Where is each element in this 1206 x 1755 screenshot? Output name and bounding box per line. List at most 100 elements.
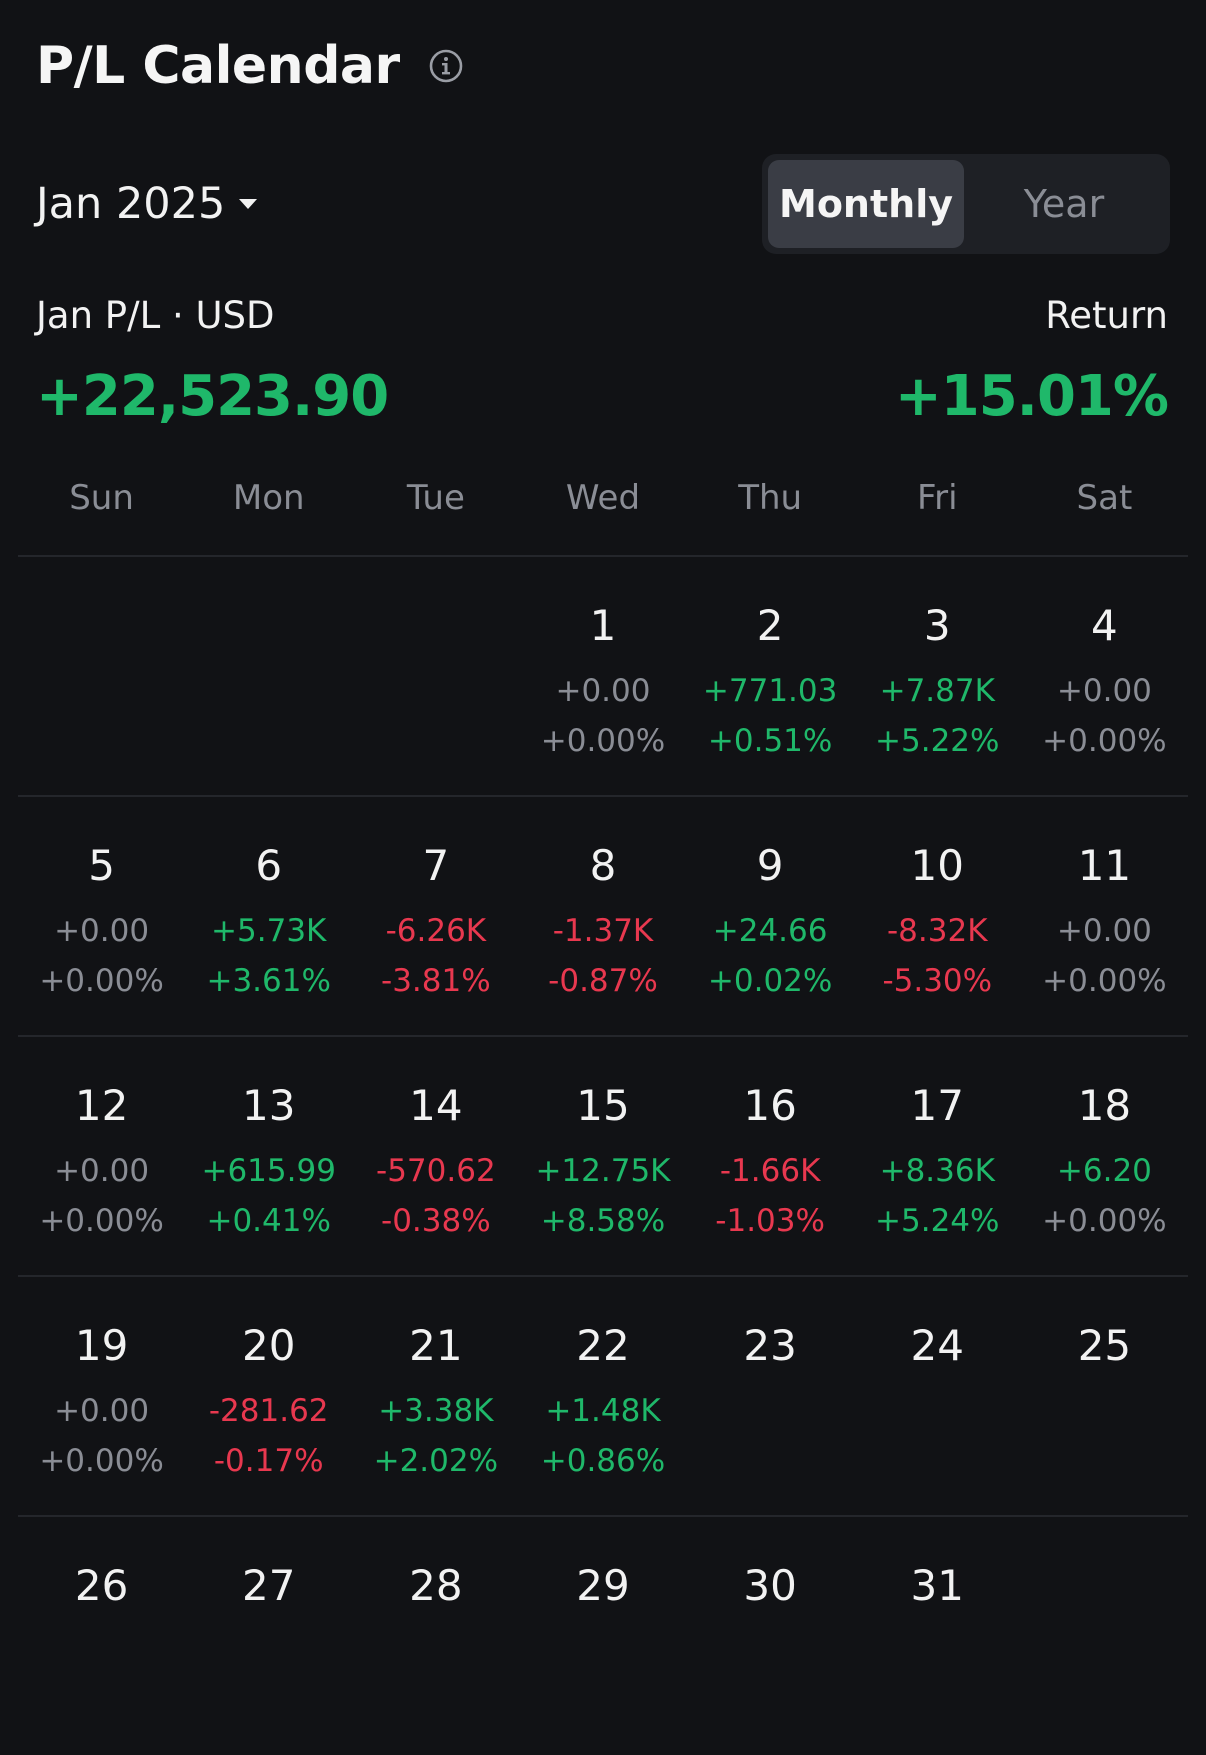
info-circle-icon[interactable]: [428, 48, 464, 84]
calendar-day-cell[interactable]: 9 +24.66 +0.02%: [687, 797, 854, 1035]
calendar-day-cell[interactable]: 24: [854, 1277, 1021, 1515]
calendar-day-cell[interactable]: 30: [687, 1517, 854, 1755]
day-pct-value: +5.24%: [875, 1203, 1000, 1239]
calendar-day-cell[interactable]: 12 +0.00 +0.00%: [18, 1037, 185, 1275]
calendar-day-cell[interactable]: 3 +7.87K +5.22%: [854, 557, 1021, 795]
calendar-day-cell[interactable]: 10 -8.32K -5.30%: [854, 797, 1021, 1035]
day-number: 14: [409, 1081, 463, 1130]
day-pct-value: +0.00%: [1042, 963, 1167, 999]
calendar-day-cell[interactable]: 15 +12.75K +8.58%: [519, 1037, 686, 1275]
header: P/L Calendar: [36, 28, 464, 104]
day-pct-value: +0.02%: [707, 963, 833, 999]
day-pl-value: +615.99: [201, 1153, 336, 1189]
day-number: 6: [255, 841, 283, 890]
day-pct-value: -3.81%: [381, 963, 491, 999]
calendar-day-cell[interactable]: 22 +1.48K +0.86%: [519, 1277, 686, 1515]
return-label: Return: [1045, 294, 1168, 337]
day-pct-value: +0.51%: [707, 723, 833, 759]
view-toggle: Monthly Year: [762, 154, 1170, 254]
calendar-day-cell[interactable]: 1 +0.00 +0.00%: [519, 557, 686, 795]
day-number: 27: [241, 1561, 296, 1610]
calendar-week-row: 26 27 28 29 30 31: [18, 1515, 1188, 1755]
calendar-day-cell[interactable]: 29: [519, 1517, 686, 1755]
day-number: 24: [910, 1321, 964, 1370]
day-pl-value: +5.73K: [211, 913, 327, 949]
caret-down-icon: [239, 199, 258, 209]
calendar-day-cell[interactable]: 21 +3.38K +2.02%: [352, 1277, 519, 1515]
day-number: 13: [241, 1081, 296, 1130]
day-number: 31: [910, 1561, 964, 1610]
day-pct-value: +2.02%: [373, 1443, 499, 1479]
day-pct-value: -0.17%: [213, 1443, 324, 1479]
calendar-day-cell[interactable]: 5 +0.00 +0.00%: [18, 797, 185, 1035]
day-number: 21: [409, 1321, 463, 1370]
day-pct-value: +0.00%: [39, 1203, 164, 1239]
empty-day-cell: [18, 557, 185, 795]
calendar-day-cell[interactable]: 2 +771.03 +0.51%: [687, 557, 854, 795]
day-pl-value: +0.00: [555, 673, 651, 709]
calendar-day-cell[interactable]: 14 -570.62 -0.38%: [352, 1037, 519, 1275]
calendar-grid: 1 +0.00 +0.00% 2 +771.03 +0.51% 3 +7.87K +5.22% 4…: [18, 555, 1188, 1755]
calendar-day-cell[interactable]: 23: [687, 1277, 854, 1515]
calendar-day-cell[interactable]: 31: [854, 1517, 1021, 1755]
month-selector[interactable]: Jan 2025: [36, 170, 258, 238]
monthly-pl-label: Jan P/L · USD: [36, 294, 275, 337]
calendar-day-cell[interactable]: 26: [18, 1517, 185, 1755]
day-number: 9: [756, 841, 784, 890]
weekday-tue: Tue: [406, 478, 465, 518]
empty-day-cell: [1021, 1517, 1188, 1755]
day-pct-value: +5.22%: [875, 723, 1000, 759]
calendar-day-cell[interactable]: 11 +0.00 +0.00%: [1021, 797, 1188, 1035]
calendar-day-cell[interactable]: 6 +5.73K +3.61%: [185, 797, 352, 1035]
day-number: 17: [910, 1081, 964, 1130]
calendar-day-cell[interactable]: 20 -281.62 -0.17%: [185, 1277, 352, 1515]
day-pl-value: +0.00: [54, 913, 150, 949]
calendar-day-cell[interactable]: 27: [185, 1517, 352, 1755]
month-label: Jan 2025: [36, 179, 226, 229]
empty-day-cell: [352, 557, 519, 795]
toggle-year-button[interactable]: Year: [1023, 182, 1105, 226]
day-pl-value: +1.48K: [545, 1393, 661, 1429]
calendar-day-cell[interactable]: 7 -6.26K -3.81%: [352, 797, 519, 1035]
calendar-week-row: 5 +0.00 +0.00% 6 +5.73K +3.61% 7 -6.26K -3.81% 8 -…: [18, 795, 1188, 1035]
calendar-day-cell[interactable]: 13 +615.99 +0.41%: [185, 1037, 352, 1275]
day-pl-value: -1.37K: [552, 913, 654, 949]
day-number: 10: [910, 841, 964, 890]
day-pct-value: +0.00%: [39, 1443, 164, 1479]
day-number: 1: [589, 601, 617, 650]
day-pl-value: +8.36K: [879, 1153, 995, 1189]
calendar-day-cell[interactable]: 18 +6.20 +0.00%: [1021, 1037, 1188, 1275]
calendar-day-cell[interactable]: 19 +0.00 +0.00%: [18, 1277, 185, 1515]
calendar-day-cell[interactable]: 17 +8.36K +5.24%: [854, 1037, 1021, 1275]
day-pct-value: -5.30%: [882, 963, 993, 999]
day-number: 3: [923, 601, 951, 650]
day-pl-value: -6.26K: [385, 913, 487, 949]
day-number: 28: [409, 1561, 463, 1610]
day-pl-value: +0.00: [54, 1153, 150, 1189]
day-pct-value: +3.61%: [206, 963, 331, 999]
day-pl-value: -570.62: [376, 1153, 496, 1189]
day-pl-value: +7.87K: [879, 673, 995, 709]
day-number: 5: [88, 841, 115, 890]
calendar-day-cell[interactable]: 4 +0.00 +0.00%: [1021, 557, 1188, 795]
day-number: 26: [74, 1561, 129, 1610]
day-number: 23: [743, 1321, 797, 1370]
calendar-day-cell[interactable]: 28: [352, 1517, 519, 1755]
toggle-monthly-button[interactable]: Monthly: [768, 160, 964, 248]
day-pl-value: +0.00: [54, 1393, 150, 1429]
day-pct-value: -0.38%: [381, 1203, 491, 1239]
day-number: 30: [743, 1561, 797, 1610]
day-number: 16: [743, 1081, 797, 1130]
weekday-sat: Sat: [1076, 478, 1133, 518]
calendar-day-cell[interactable]: 16 -1.66K -1.03%: [687, 1037, 854, 1275]
day-number: 25: [1077, 1321, 1132, 1370]
calendar-day-cell[interactable]: 25: [1021, 1277, 1188, 1515]
day-pl-value: +771.03: [702, 673, 838, 709]
day-number: 29: [576, 1561, 630, 1610]
day-pct-value: +0.86%: [540, 1443, 666, 1479]
day-number: 20: [241, 1321, 296, 1370]
day-number: 7: [422, 841, 450, 890]
day-pl-value: -281.62: [208, 1393, 329, 1429]
calendar-day-cell[interactable]: 8 -1.37K -0.87%: [519, 797, 686, 1035]
return-value: +15.01%: [894, 364, 1169, 429]
